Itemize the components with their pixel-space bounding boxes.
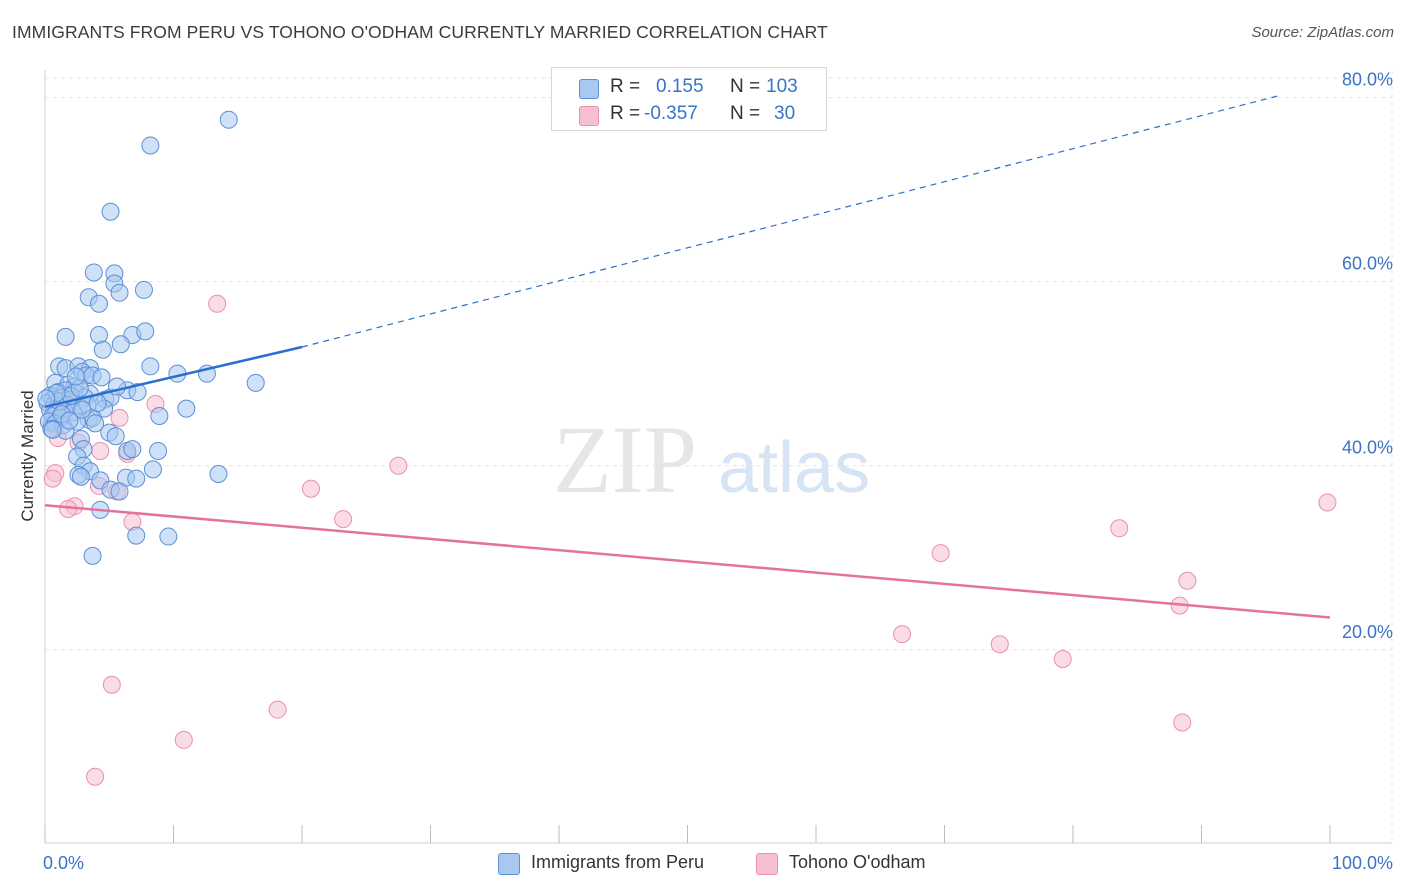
y-tick-label: 60.0%: [1342, 254, 1393, 274]
peru-points: [37, 110, 265, 565]
tohono-point: [1053, 649, 1072, 668]
watermark: ZIP atlas: [553, 406, 870, 513]
peru-point: [128, 383, 147, 402]
peru-point: [123, 440, 142, 459]
legend-n-label: N =: [730, 103, 761, 124]
tohono-point: [1318, 493, 1337, 512]
legend-row-peru: R = 0.155 N = 103: [552, 74, 826, 102]
grid: [45, 70, 1393, 843]
peru-point: [89, 294, 108, 313]
tohono-point: [208, 294, 227, 313]
bottom-legend-swatch-peru: [498, 853, 520, 875]
axis-labels: 20.0% 40.0% 60.0% 80.0% 0.0% 100.0% Currently …: [18, 70, 1393, 873]
tohono-point: [301, 479, 320, 498]
tohono-point: [86, 767, 105, 786]
y-tick-label: 20.0%: [1342, 622, 1393, 642]
peru-point: [83, 546, 102, 565]
peru-trend-line: [44, 345, 303, 409]
tohono-point: [1178, 571, 1197, 590]
peru-point: [43, 420, 62, 439]
tohono-point: [990, 635, 1009, 654]
bottom-legend-tohono: Tohono O'odham: [756, 850, 956, 878]
peru-point: [106, 427, 125, 446]
peru-point: [177, 399, 196, 418]
tohono-point: [1110, 519, 1129, 538]
peru-point: [209, 464, 228, 483]
peru-point: [84, 263, 103, 282]
tohono-point: [893, 625, 912, 644]
legend-r-value: -0.357: [644, 103, 698, 124]
legend-swatch-peru: [579, 79, 599, 99]
peru-point: [71, 467, 90, 486]
peru-point: [101, 202, 120, 221]
peru-point: [127, 526, 146, 545]
tohono-point: [43, 469, 62, 488]
y-tick-label: 40.0%: [1342, 438, 1393, 458]
peru-point: [143, 460, 162, 479]
watermark-atlas: atlas: [718, 428, 870, 508]
peru-point: [149, 441, 168, 460]
tohono-point: [91, 441, 110, 460]
legend-n-value: 30: [774, 103, 796, 124]
peru-trend-extension: [301, 95, 1279, 348]
tohono-trend-line: [44, 504, 1331, 619]
x-tick-label: 100.0%: [1332, 853, 1393, 873]
peru-point: [73, 400, 92, 419]
bottom-legend-swatch-tohono: [756, 853, 778, 875]
watermark-zip: ZIP: [553, 406, 697, 513]
peru-point: [136, 322, 155, 341]
peru-point: [86, 414, 105, 433]
peru-point: [219, 110, 238, 129]
tohono-point: [268, 700, 287, 719]
peru-point: [159, 527, 178, 546]
tohono-point: [931, 544, 950, 563]
peru-point: [93, 340, 112, 359]
chart-title: IMMIGRANTS FROM PERU VS TOHONO O'ODHAM C…: [12, 22, 828, 42]
bottom-legend-peru: Immigrants from Peru: [498, 850, 738, 878]
x-tick-label: 0.0%: [43, 853, 84, 873]
legend-n-value: 103: [766, 76, 798, 97]
legend-r-label: R =: [610, 76, 641, 97]
peru-point: [150, 407, 169, 426]
peru-point: [246, 373, 265, 392]
bottom-legend-label-tohono: Tohono O'odham: [789, 852, 926, 872]
peru-point: [134, 280, 153, 299]
legend-row-tohono: R = -0.357 N = 30: [552, 101, 826, 129]
legend-n-label: N =: [730, 76, 761, 97]
peru-point: [127, 469, 146, 488]
y-tick-label: 80.0%: [1342, 70, 1393, 90]
axes: [44, 70, 1392, 844]
peru-point: [141, 357, 160, 376]
peru-point: [141, 136, 160, 155]
tohono-point: [389, 456, 408, 475]
correlation-legend: R = 0.155 N = 103 R = -0.357 N = 30: [551, 67, 827, 131]
legend-r-label: R =: [610, 103, 641, 124]
tohono-point: [174, 730, 193, 749]
peru-point: [92, 368, 111, 387]
peru-point: [110, 283, 129, 302]
peru-point: [89, 326, 108, 345]
tohono-point: [110, 408, 129, 427]
tohono-point: [102, 675, 121, 694]
peru-point: [110, 482, 129, 501]
bottom-legend-label-peru: Immigrants from Peru: [531, 852, 705, 872]
peru-point: [60, 411, 79, 430]
peru-point: [56, 327, 75, 346]
peru-point: [66, 367, 85, 386]
legend-r-value: 0.155: [656, 76, 704, 97]
trend-lines: [44, 95, 1331, 619]
tohono-point: [334, 510, 353, 529]
tohono-point: [1173, 713, 1192, 732]
chart-source: Source: ZipAtlas.com: [1251, 24, 1394, 41]
tohono-points: [42, 294, 1337, 786]
legend-swatch-tohono: [579, 106, 599, 126]
y-axis-label: Currently Married: [18, 390, 37, 521]
peru-point: [111, 335, 130, 354]
